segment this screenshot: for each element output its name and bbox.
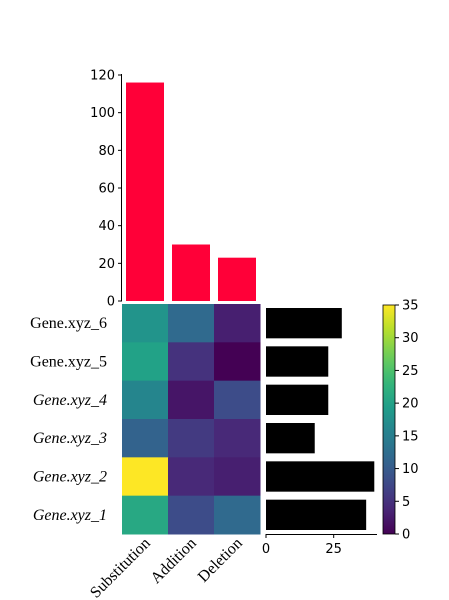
heatmap-cell — [122, 304, 169, 343]
heatmap-cell — [122, 495, 169, 535]
side-x-axis: 0 25 — [262, 534, 377, 557]
heatmap-cell — [122, 457, 169, 497]
heatmap-cell — [122, 380, 169, 420]
top-bar — [126, 82, 164, 302]
heatmap-row-labels: Gene.xyz_6 Gene.xyz_5 Gene.xyz_4 Gene.xyz_3… — [30, 315, 107, 524]
side-bar-chart — [266, 308, 375, 530]
heatmap-cell — [214, 304, 261, 343]
top-y-tick-label: 40 — [98, 219, 115, 234]
heatmap-cell — [168, 495, 215, 535]
colorbar-tick-label: 10 — [402, 462, 419, 477]
colorbar-tick-label: 35 — [402, 299, 419, 314]
side-bar — [266, 308, 342, 339]
row-label: Gene.xyz_6 — [30, 315, 107, 332]
colorbar-tick-label: 5 — [402, 495, 410, 510]
top-y-tick-label: 60 — [98, 182, 115, 197]
heatmap-cell — [168, 419, 215, 458]
side-x-tick-label: 0 — [262, 542, 270, 557]
heatmap-cell — [168, 380, 215, 420]
top-bar — [172, 244, 210, 301]
top-bar — [218, 257, 256, 301]
top-y-tick-label: 80 — [98, 144, 115, 159]
column-label: Substitution — [87, 535, 154, 600]
row-label: Gene.xyz_5 — [30, 354, 107, 371]
side-x-tick-label: 25 — [325, 542, 342, 557]
colorbar: 0 5 10 15 20 25 30 35 — [382, 299, 419, 543]
colorbar-tick-label: 15 — [402, 429, 419, 444]
side-bar — [266, 461, 375, 492]
heatmap-cell — [214, 419, 261, 458]
row-label: Gene.xyz_1 — [33, 507, 107, 524]
top-y-axis: 0 20 40 60 80 100 120 — [90, 69, 122, 310]
heatmap-cell — [214, 457, 261, 497]
column-label: Addition — [148, 535, 200, 587]
top-y-tick-label: 120 — [90, 69, 115, 84]
heatmap-cell — [168, 457, 215, 497]
colorbar-tick-label: 0 — [402, 528, 410, 543]
colorbar-tick-label: 30 — [402, 331, 419, 346]
row-label: Gene.xyz_3 — [33, 430, 107, 447]
top-bar-chart — [126, 82, 256, 302]
colorbar-tick-label: 25 — [402, 364, 419, 379]
heatmap-cell — [214, 380, 261, 420]
heatmap-cell — [122, 419, 169, 458]
row-label: Gene.xyz_2 — [33, 469, 107, 486]
heatmap — [122, 304, 261, 535]
side-bar — [266, 346, 329, 377]
heatmap-cell — [122, 342, 169, 382]
colorbar-tick-label: 20 — [402, 397, 419, 412]
top-y-tick-label: 20 — [98, 257, 115, 272]
top-y-tick-label: 100 — [90, 106, 115, 121]
colorbar-gradient — [382, 304, 396, 535]
column-label: Deletion — [195, 535, 246, 586]
heatmap-cell — [214, 495, 261, 535]
heatmap-cell — [168, 304, 215, 343]
side-bar — [266, 423, 315, 454]
row-label: Gene.xyz_4 — [33, 392, 107, 409]
heatmap-cell — [214, 342, 261, 382]
top-y-tick-label: 0 — [107, 295, 115, 310]
side-bar — [266, 384, 329, 415]
heatmap-cell — [168, 342, 215, 382]
side-bar — [266, 499, 367, 530]
